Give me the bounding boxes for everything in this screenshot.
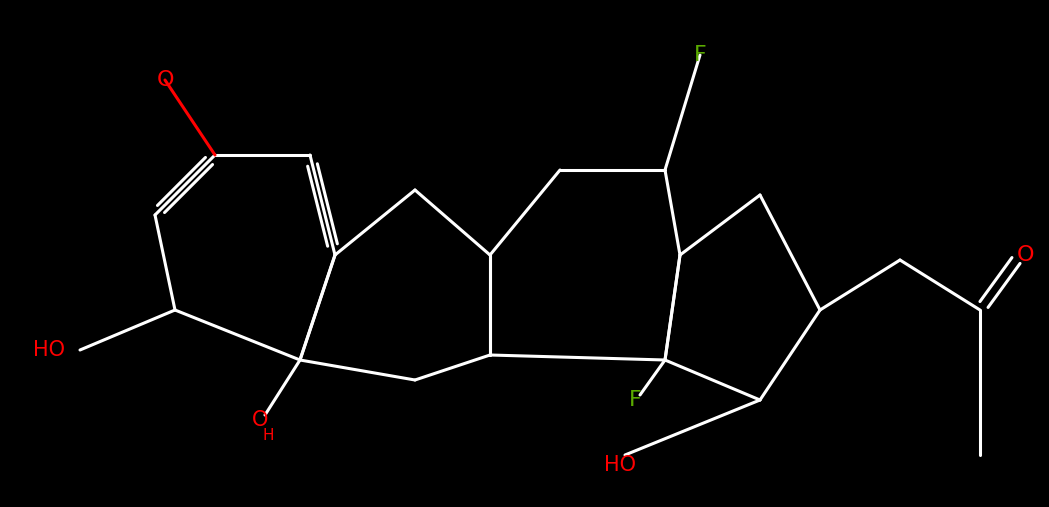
Text: F: F (628, 390, 641, 410)
Text: O: O (1016, 245, 1033, 265)
Text: HO: HO (33, 340, 65, 360)
Text: O: O (252, 410, 269, 430)
Text: H: H (262, 427, 274, 443)
Text: O: O (156, 70, 174, 90)
Text: HO: HO (604, 455, 636, 475)
Text: F: F (693, 45, 706, 65)
